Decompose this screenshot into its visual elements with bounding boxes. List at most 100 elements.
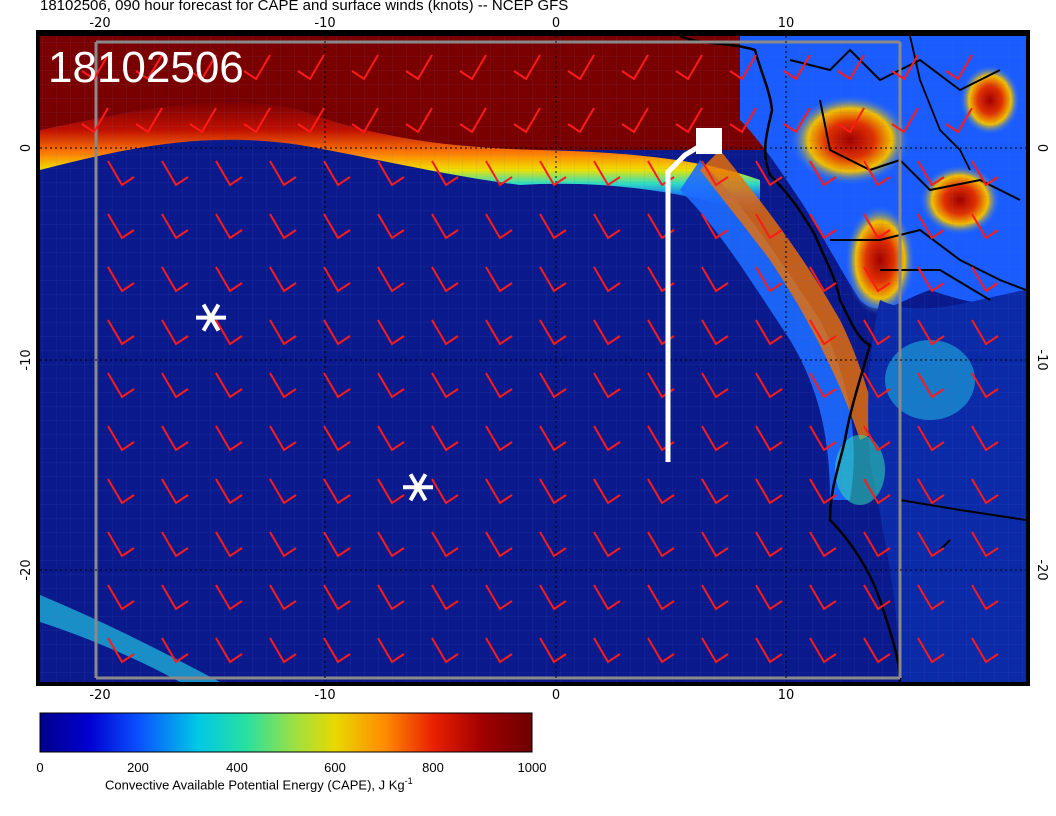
wind-barb [701, 319, 729, 346]
wind-barb [809, 425, 837, 452]
asterisk-markers [196, 303, 433, 502]
wind-barb [323, 478, 351, 505]
wind-barb [675, 54, 703, 81]
wind-barb [917, 266, 945, 293]
wind-barb [593, 266, 621, 293]
wind-barb [971, 160, 999, 187]
wind-barb [323, 531, 351, 558]
wind-barb [729, 54, 757, 81]
wind-barb [539, 372, 567, 399]
wind-barb [701, 584, 729, 611]
wind-barb [809, 531, 837, 558]
colorbar-tick-3: 600 [324, 760, 346, 775]
wind-barb [863, 160, 891, 187]
colorbar-tick-4: 800 [422, 760, 444, 775]
wind-barb [485, 478, 513, 505]
wind-barb [377, 372, 405, 399]
wind-barb [351, 107, 379, 134]
wind-barb [809, 213, 837, 240]
lat-label-right-1: -10 [1034, 349, 1049, 370]
wind-barb [863, 372, 891, 399]
wind-barb [755, 266, 783, 293]
asterisk-marker-west [196, 303, 226, 332]
wind-barb [323, 425, 351, 452]
wind-barb [107, 584, 135, 611]
wind-barb [161, 213, 189, 240]
wind-barb [539, 266, 567, 293]
wind-barb [161, 425, 189, 452]
wind-barb [215, 160, 243, 187]
wind-barb [917, 478, 945, 505]
colorbar-tick-0: 0 [36, 760, 44, 775]
wind-barb [377, 478, 405, 505]
wind-barb [917, 213, 945, 240]
wind-barb [269, 637, 297, 664]
wind-barb [837, 54, 865, 81]
wind-barb [809, 584, 837, 611]
wind-barb [431, 372, 459, 399]
lon-label-top-1: -10 [314, 16, 335, 31]
wind-barb [269, 531, 297, 558]
wind-barb [269, 584, 297, 611]
wind-barb [161, 531, 189, 558]
wind-barb [107, 531, 135, 558]
wind-barb [567, 54, 595, 81]
wind-barb [215, 372, 243, 399]
coastline [679, 34, 902, 683]
wind-barb [161, 478, 189, 505]
wind-barb [647, 637, 675, 664]
wind-barbs [81, 54, 999, 664]
wind-barb [971, 213, 999, 240]
wind-barb [917, 425, 945, 452]
wind-barb [377, 425, 405, 452]
wind-barb [323, 372, 351, 399]
colorbar-label: Convective Available Potential Energy (C… [105, 776, 413, 792]
lon-label-top-2: 0 [552, 16, 560, 31]
wind-barb [837, 107, 865, 134]
wind-barb [107, 478, 135, 505]
wind-barb [323, 266, 351, 293]
wind-barb [701, 213, 729, 240]
wind-barb [135, 107, 163, 134]
wind-barb [539, 478, 567, 505]
wind-barb [431, 319, 459, 346]
wind-barb [701, 372, 729, 399]
wind-barb [593, 319, 621, 346]
wind-barb [107, 425, 135, 452]
wind-barb [459, 54, 487, 81]
wind-barb [755, 213, 783, 240]
wind-barb [593, 213, 621, 240]
wind-barb [809, 478, 837, 505]
wind-barb [971, 584, 999, 611]
wind-barb [701, 425, 729, 452]
wind-barb [891, 107, 919, 134]
wind-barb [755, 478, 783, 505]
wind-barb [863, 266, 891, 293]
wind-barb [863, 425, 891, 452]
wind-barb [675, 107, 703, 134]
wind-barb [323, 637, 351, 664]
wind-barb [431, 160, 459, 187]
wind-barb [431, 425, 459, 452]
lat-label-left-0: 0 [19, 144, 34, 152]
colorbar-label-sup: -1 [404, 776, 413, 786]
wind-barb [431, 266, 459, 293]
wind-barb [917, 372, 945, 399]
wind-barb [593, 531, 621, 558]
wind-barb [377, 160, 405, 187]
wind-barb [405, 54, 433, 81]
wind-barb [971, 637, 999, 664]
map-title: 18102506, 090 hour forecast for CAPE and… [40, 0, 569, 14]
wind-barb [485, 531, 513, 558]
wind-barb [323, 213, 351, 240]
wind-barb [783, 54, 811, 81]
wind-barb [539, 584, 567, 611]
wind-barb [891, 54, 919, 81]
wind-barb [323, 319, 351, 346]
graticule-dotted [40, 36, 1026, 682]
wind-barb [485, 213, 513, 240]
colorbar-tick-5: 1000 [517, 760, 547, 775]
lat-label-right-2: -20 [1034, 559, 1049, 580]
lon-label-bottom-3: 10 [778, 688, 795, 703]
lon-label-bottom-0: -20 [89, 688, 110, 703]
